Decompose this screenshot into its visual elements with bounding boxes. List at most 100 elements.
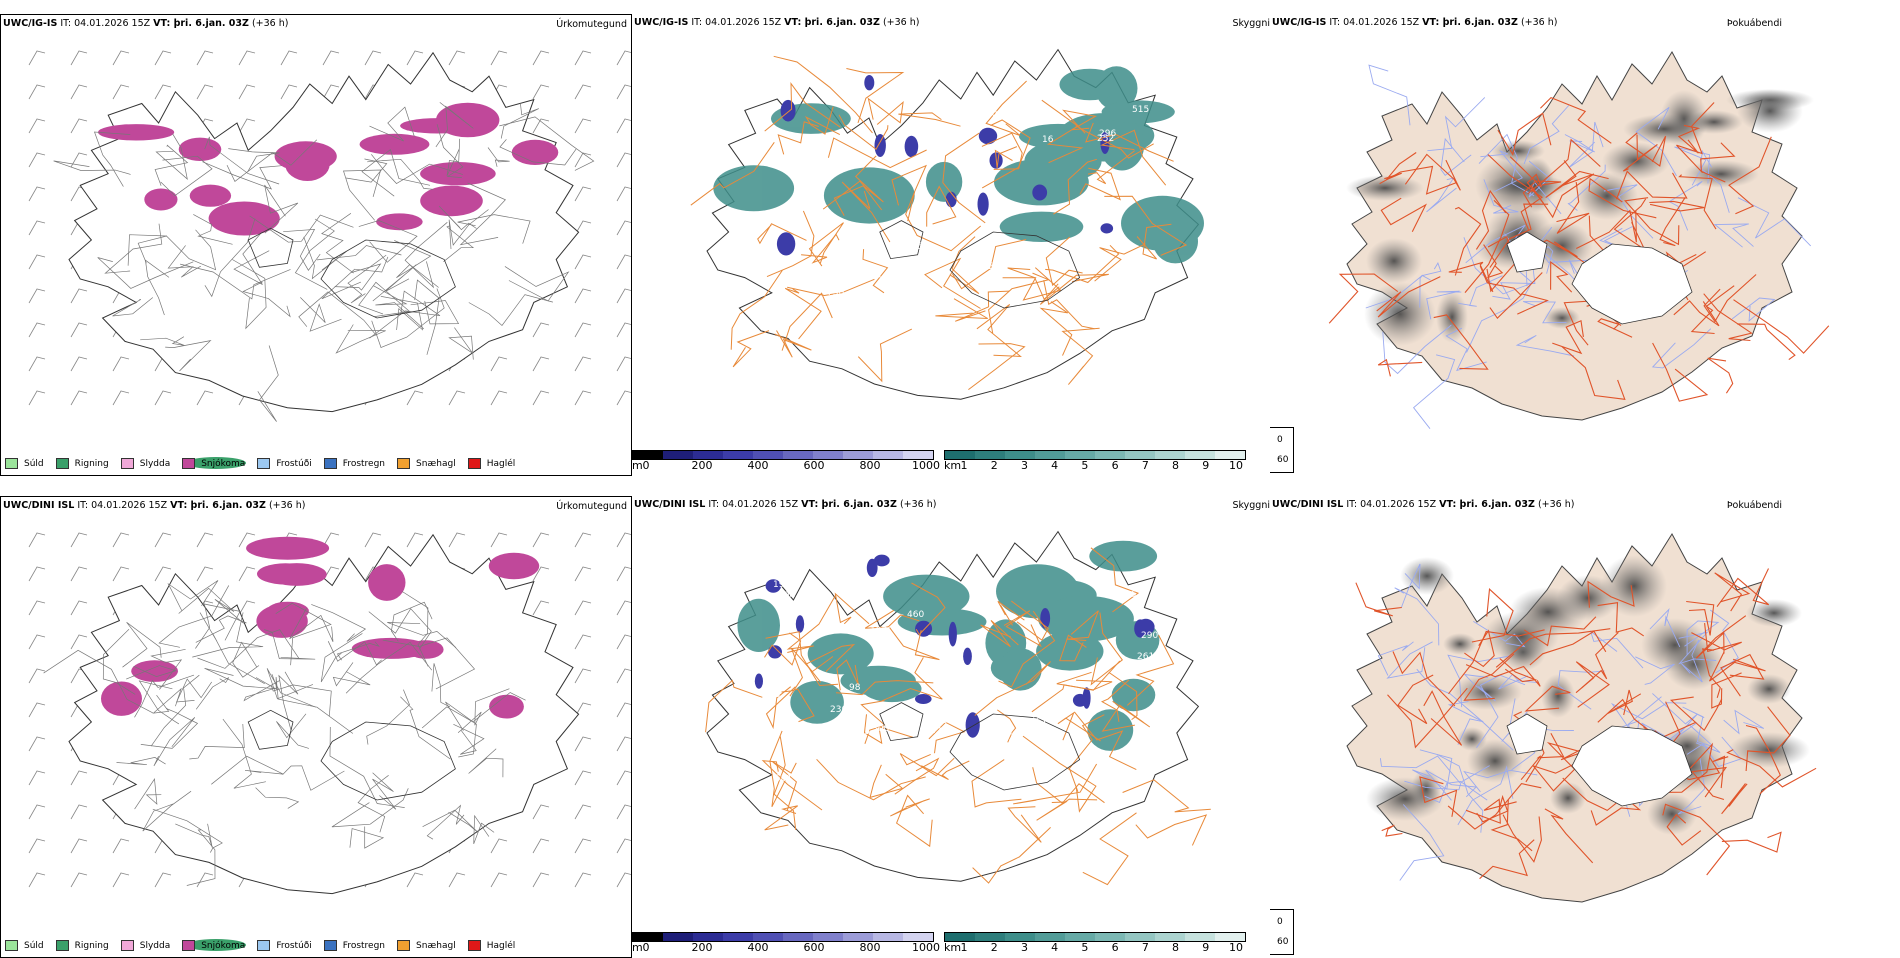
road-segment xyxy=(1423,690,1463,746)
road-segment xyxy=(499,139,577,166)
precip-legend-item: Slydda xyxy=(120,458,171,469)
colorbar-tick: 5 xyxy=(1081,459,1089,472)
road-segment xyxy=(204,136,280,185)
road-segment xyxy=(1502,814,1542,863)
road-segment xyxy=(769,730,786,808)
wind-barb xyxy=(364,532,382,548)
road-segment xyxy=(1613,198,1647,251)
road-segment xyxy=(867,97,904,125)
road-segment xyxy=(436,124,464,178)
wind-barb xyxy=(28,84,46,100)
legend-label: Snjókoma xyxy=(201,458,246,469)
road-segment xyxy=(1440,137,1472,176)
legend-swatch xyxy=(5,940,18,951)
snow-area xyxy=(511,139,559,165)
wind-barb xyxy=(574,532,592,548)
road-segment xyxy=(1552,320,1584,355)
road-segment xyxy=(889,627,940,661)
road-segment xyxy=(974,661,1051,716)
colorbar-segment xyxy=(693,933,723,941)
wind-barb xyxy=(70,804,88,820)
cloud-base-label: 450 xyxy=(980,109,997,119)
wind-barb xyxy=(574,770,592,786)
wind-barb xyxy=(28,186,46,202)
colorbar-tick: 800 xyxy=(859,941,881,954)
colorbar-segment xyxy=(783,451,813,459)
road-segment xyxy=(155,133,188,180)
road-segment xyxy=(898,112,961,127)
road-segment xyxy=(243,677,281,702)
wind-barb xyxy=(574,634,592,650)
cloud-panel-title: UWC/DINI ISL IT: 04.01.2026 15Z VT: þri.… xyxy=(634,499,937,510)
colorbar-tick: 8 xyxy=(1172,941,1180,954)
legend-label: Slydda xyxy=(139,458,171,469)
road-segment xyxy=(1745,706,1791,772)
snow-area xyxy=(98,124,175,141)
legend-label: Snjókoma xyxy=(201,940,246,951)
road-segment xyxy=(921,760,970,780)
wind-barb xyxy=(448,50,466,66)
wind-barb xyxy=(532,838,550,854)
road-segment xyxy=(1376,276,1441,318)
visibility-colorbar: km 1 2 3 4 5 6 7 8 9 10 xyxy=(944,932,1254,956)
road-segment xyxy=(140,336,185,346)
colorbar-segment xyxy=(903,933,933,941)
colorbar-tick: 8 xyxy=(1172,459,1180,472)
road-segment xyxy=(894,757,940,795)
colorbar-segment xyxy=(873,933,903,941)
road-segment xyxy=(167,580,219,612)
road-segment xyxy=(1678,631,1717,665)
wind-barb xyxy=(448,390,466,406)
road-segment xyxy=(1716,568,1770,608)
snow-area xyxy=(101,681,142,716)
road-segment xyxy=(255,787,300,809)
wind-barb xyxy=(70,118,88,134)
cloud-base-area xyxy=(795,615,805,633)
wind-barb xyxy=(616,566,631,582)
road-segment xyxy=(422,809,479,833)
road-segment xyxy=(195,677,230,710)
road-segment xyxy=(1426,177,1457,213)
road-segment xyxy=(1478,133,1535,197)
wind-barb xyxy=(70,84,88,100)
cloud-base-area xyxy=(915,694,932,704)
cloud-base-label: 76 xyxy=(936,748,948,758)
cloud-base-area xyxy=(1136,618,1155,635)
road-segment xyxy=(789,647,834,697)
wind-barb xyxy=(574,152,592,168)
rain-area xyxy=(186,457,246,469)
road-segment xyxy=(1426,290,1462,320)
road-network xyxy=(53,102,595,422)
road-segment xyxy=(971,759,1022,808)
road-segment xyxy=(1487,154,1543,231)
cloud-base-label: 290 xyxy=(1141,631,1158,641)
road-segment xyxy=(152,687,182,714)
road-segment xyxy=(1328,273,1399,324)
road-segment xyxy=(862,249,889,294)
wind-barb xyxy=(28,390,46,406)
road-segment xyxy=(122,622,162,668)
precip-legend-item: Frostúði xyxy=(257,458,312,469)
road-segment xyxy=(730,270,783,350)
fog-patch xyxy=(1443,633,1477,655)
wind-barb xyxy=(616,532,631,548)
colorbar-tick: 10 xyxy=(1229,459,1243,472)
road-segment xyxy=(53,160,131,175)
wind-barb xyxy=(616,50,631,66)
wind-barb xyxy=(532,804,550,820)
road-segment xyxy=(895,794,933,848)
road-segment xyxy=(1377,641,1414,676)
precip-field-name: Úrkomutegund xyxy=(556,19,627,30)
wind-barb xyxy=(154,50,172,66)
fog-patch xyxy=(1509,587,1587,637)
cloud-base-label: 86 xyxy=(923,120,935,130)
road-segment xyxy=(1721,783,1748,815)
road-segment xyxy=(195,615,247,643)
fog-patch xyxy=(1366,238,1422,284)
colorbar-tick: 4 xyxy=(1051,941,1059,954)
road-segment xyxy=(158,585,230,648)
wind-barb xyxy=(406,872,424,888)
colorbar-tick: 9 xyxy=(1202,459,1210,472)
road-segment xyxy=(142,790,192,832)
